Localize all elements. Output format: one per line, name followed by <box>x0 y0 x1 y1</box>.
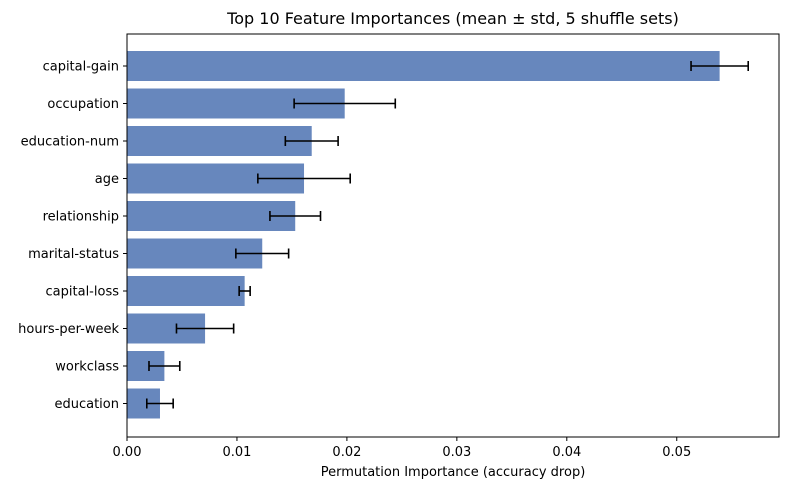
y-tick-label: workclass <box>55 360 119 375</box>
y-tick-label: capital-loss <box>46 285 120 300</box>
plot-frame <box>126 33 780 438</box>
y-tick-label: occupation <box>47 97 119 112</box>
x-tick-label: 0.03 <box>442 445 471 460</box>
bar-relationship <box>127 201 296 231</box>
y-tick-label: relationship <box>43 210 119 225</box>
y-tick-label: marital-status <box>28 247 119 262</box>
bars-group <box>127 51 720 419</box>
chart-title: Top 10 Feature Importances (mean ± std, … <box>226 9 679 28</box>
error-bar-workclass <box>148 361 181 371</box>
x-axis-label: Permutation Importance (accuracy drop) <box>321 465 586 480</box>
bar-capital-gain <box>127 51 720 81</box>
error-bar-capital-gain <box>690 61 750 71</box>
error-bar-marital-status <box>235 248 290 259</box>
error-bar-hours-per-week <box>175 323 235 334</box>
bar-capital-loss <box>127 276 245 306</box>
y-tick-label: age <box>95 172 119 187</box>
y-tick-label: education <box>54 397 119 412</box>
x-tick-label: 0.01 <box>222 445 251 460</box>
error-bar-age <box>257 173 351 184</box>
error-bar-relationship <box>269 211 322 221</box>
error-bar-occupation <box>293 98 397 109</box>
y-tick-label: capital-gain <box>43 60 119 75</box>
error-bar-capital-loss <box>238 286 251 296</box>
bar-education-num <box>127 126 312 156</box>
x-tick-label: 0.05 <box>662 445 691 460</box>
x-tick-label: 0.04 <box>552 445 581 460</box>
x-axis: 0.00 0.01 0.02 0.03 0.04 0.05 <box>113 437 691 460</box>
x-tick-label: 0.02 <box>332 445 361 460</box>
x-tick-label: 0.00 <box>113 445 142 460</box>
error-bars-group <box>145 61 750 409</box>
y-tick-label: hours-per-week <box>18 322 119 337</box>
y-axis: capital-gain occupation education-num age re… <box>18 60 127 412</box>
error-bar-education-num <box>284 136 339 146</box>
error-bar-education <box>145 398 174 409</box>
y-tick-label: education-num <box>21 135 119 150</box>
